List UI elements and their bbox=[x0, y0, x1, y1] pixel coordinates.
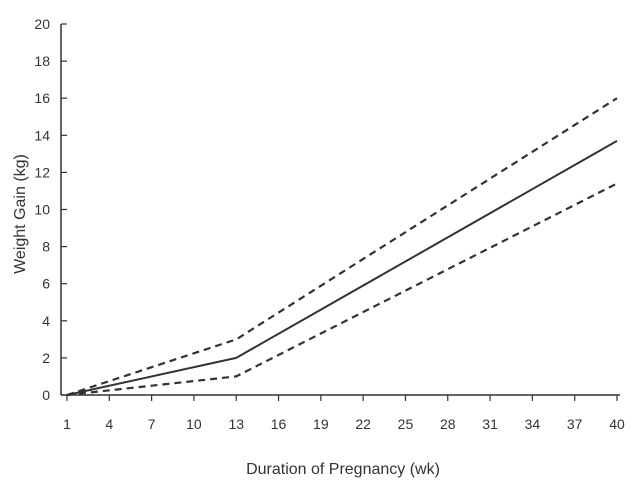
y-tick-label: 10 bbox=[34, 202, 50, 218]
y-axis: 0 2 4 6 8 10 12 14 16 18 20 bbox=[34, 16, 67, 403]
x-tick-label: 10 bbox=[186, 416, 202, 432]
x-tick-label: 16 bbox=[271, 416, 287, 432]
x-tick-label: 31 bbox=[482, 416, 498, 432]
x-tick-label: 40 bbox=[609, 416, 625, 432]
x-tick-label: 22 bbox=[355, 416, 371, 432]
series-line-2-solid bbox=[66, 140, 618, 396]
series-line-3-dashed bbox=[66, 182, 618, 397]
x-axis-title: Duration of Pregnancy (wk) bbox=[246, 461, 440, 478]
x-tick-label: 37 bbox=[567, 416, 583, 432]
y-tick-label: 14 bbox=[34, 127, 50, 143]
y-tick-label: 16 bbox=[34, 90, 50, 106]
y-tick-label: 0 bbox=[42, 387, 50, 403]
y-tick-label: 2 bbox=[42, 350, 50, 366]
x-axis: 1 4 7 10 13 16 19 22 25 28 31 34 37 40 bbox=[61, 394, 625, 432]
series-line-1-dashed bbox=[66, 97, 618, 397]
y-tick-label: 8 bbox=[42, 239, 50, 255]
x-tick-label: 7 bbox=[148, 416, 156, 432]
x-tick-label: 1 bbox=[63, 416, 71, 432]
x-tick-label: 25 bbox=[398, 416, 414, 432]
x-tick-label: 13 bbox=[228, 416, 244, 432]
y-tick-label: 12 bbox=[34, 164, 50, 180]
y-tick-label: 4 bbox=[42, 313, 50, 329]
series-lines bbox=[66, 97, 618, 397]
y-axis-title: Weight Gain (kg) bbox=[12, 154, 29, 274]
y-tick-label: 6 bbox=[42, 276, 50, 292]
y-tick-label: 20 bbox=[34, 16, 50, 32]
y-tick-label: 18 bbox=[34, 53, 50, 69]
x-tick-label: 19 bbox=[313, 416, 329, 432]
x-tick-label: 4 bbox=[105, 416, 113, 432]
x-tick-label: 34 bbox=[525, 416, 541, 432]
x-tick-label: 28 bbox=[440, 416, 456, 432]
